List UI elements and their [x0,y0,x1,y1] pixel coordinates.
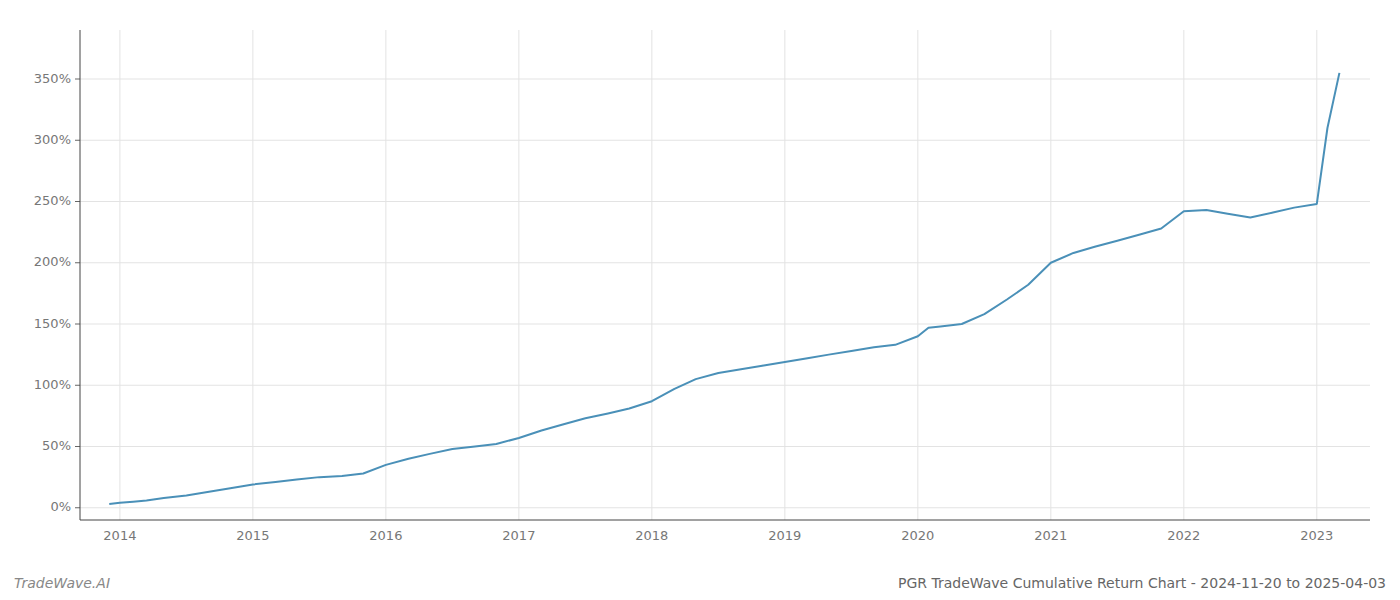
background [0,0,1400,600]
y-tick [75,201,80,202]
x-grid-line [1183,30,1184,520]
y-tick-label: 300% [34,132,71,147]
x-tick-label: 2019 [768,528,801,543]
y-grid-line [80,79,1370,80]
grid [80,30,1370,520]
x-tick-label: 2020 [901,528,934,543]
x-axis-line [80,520,1370,521]
y-grid-line [80,446,1370,447]
x-grid-line [119,30,120,520]
chart: 0% 50% 100% 150% 200% 250% 300% 350% 2014 2015 201… [0,0,1400,600]
y-grid-line [80,140,1370,141]
x-grid-line [917,30,918,520]
y-tick-label: 50% [42,438,71,453]
x-grid-line [784,30,785,520]
x-grid-line [1316,30,1317,520]
x-tick-label: 2023 [1300,528,1333,543]
y-tick [75,446,80,447]
y-tick-label: 350% [34,71,71,86]
y-tick-label: 200% [34,254,71,269]
y-tick [75,385,80,386]
plot-area [109,73,1339,504]
y-tick-label: 100% [34,377,71,392]
y-grid-line [80,385,1370,386]
line [109,73,1339,504]
y-tick [75,324,80,325]
y-tick [75,140,80,141]
x-grid-line [385,30,386,520]
x-tick-label: 2022 [1167,528,1200,543]
x-grid-line [252,30,253,520]
y-grid-line [80,262,1370,263]
watermark: TradeWave.AI [14,575,110,591]
y-grid-line [80,507,1370,508]
y-axis-line [80,30,81,520]
y-tick-label: 150% [34,316,71,331]
y-tick-label: 0% [50,499,71,514]
x-tick-label: 2015 [236,528,269,543]
x-grid-line [518,30,519,520]
x-tick-label: 2021 [1034,528,1067,543]
y-grid-line [80,201,1370,202]
y-tick-label: 250% [34,193,71,208]
axes: 0% 50% 100% 150% 200% 250% 300% 350% 2014 2015 201… [34,30,1370,543]
y-tick [75,262,80,263]
x-tick-label: 2014 [103,528,136,543]
x-tick-label: 2017 [502,528,535,543]
x-tick-label: 2016 [369,528,402,543]
x-tick-label: 2018 [635,528,668,543]
y-grid-line [80,324,1370,325]
x-grid-line [1050,30,1051,520]
y-tick [75,79,80,80]
x-grid-line [651,30,652,520]
title: PGR TradeWave Cumulative Return Chart - … [898,575,1386,591]
y-tick [75,507,80,508]
